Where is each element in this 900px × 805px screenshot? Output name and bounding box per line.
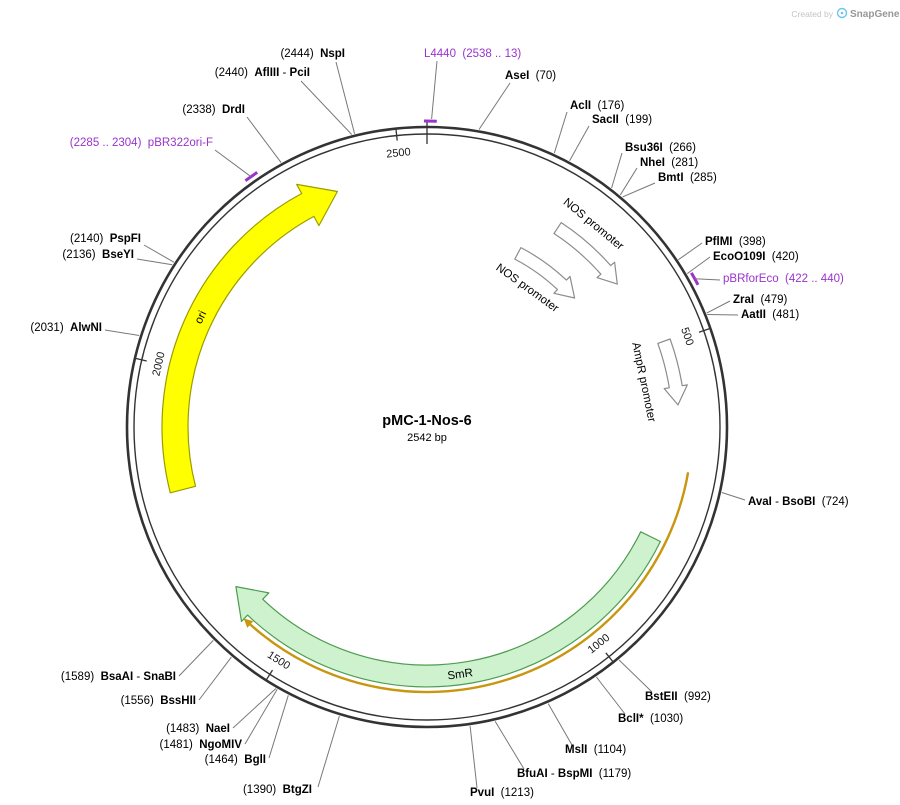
leader-NgoMIV [244,688,278,745]
site-label-PvuI[interactable]: PvuI (1213) [470,787,534,799]
feature-gold-arc[interactable] [249,472,690,694]
leader-EcoO109I [686,256,711,275]
leader-DrdI [246,116,282,163]
leader-MslI [547,703,573,746]
leader-NaeI [232,688,277,729]
site-label-BssHII[interactable]: (1556) BssHII [121,695,196,707]
leader-AvaI-BsoBI [721,492,746,501]
watermark-created-by: Created by [791,9,833,19]
leader-ZraI [706,300,731,314]
tick-label-2000: 2000 [150,351,167,378]
site-label-AatII[interactable]: AatII (481) [741,309,799,321]
tick-label-2500: 2500 [386,146,412,160]
leader-AlwNI [104,329,140,336]
leader-BssHII [198,656,232,701]
snapgene-logo-dot [840,11,844,15]
site-label-PflMI[interactable]: PflMI (398) [705,236,766,248]
watermark-brand: SnapGene [850,9,900,20]
leader-BseYI [136,258,173,266]
tick-1500 [265,669,274,681]
site-label-MslI[interactable]: MslI (1104) [565,744,626,756]
plasmid-title: pMC-1-Nos-6 [382,413,471,429]
leader-pBRforEco [694,278,721,281]
leader-BglI [268,695,289,759]
leader-BclI [596,676,626,715]
feature-label-AmpR-promoter[interactable]: AmpR promoter [629,341,657,423]
tick-2000 [134,357,147,362]
site-label-BfuAI-BspMI[interactable]: BfuAI - BspMI (1179) [517,768,631,780]
leader-L4440 [431,60,438,120]
leader-BtgZI [317,715,340,788]
site-label-NgoMIV[interactable]: (1481) NgoMIV [160,739,243,751]
site-label-AflIII-PciI[interactable]: (2440) AflIII - PciI [215,67,310,79]
site-label-BstEII[interactable]: BstEII (992) [645,691,711,703]
leader-NspI [335,61,356,134]
site-label-L4440[interactable]: L4440 (2538 .. 13) [424,48,521,60]
site-label-EcoO109I[interactable]: EcoO109I (420) [713,251,799,263]
site-label-AlwNI[interactable]: (2031) AlwNI [30,322,102,334]
feature-ori[interactable] [161,183,338,494]
plasmid-size-label: 2542 bp [407,432,447,444]
leader-SacII [569,125,590,162]
tick-2500 [395,128,398,141]
site-label-NaeI[interactable]: (1483) NaeI [166,723,230,735]
site-label-BtgZI[interactable]: (1390) BtgZI [243,784,312,796]
site-label-BclI[interactable]: BclI* (1030) [618,713,683,725]
leader-NheI [619,167,638,196]
site-label-DrdI[interactable]: (2338) DrdI [182,104,245,116]
site-label-SacII[interactable]: SacII (199) [592,114,652,126]
tick-label-500: 500 [678,326,695,347]
tick-500 [698,327,711,333]
leader-BmtI [622,182,656,198]
leader-PspFI [143,244,175,263]
leader-pBR322ori-F [214,149,252,178]
site-label-AseI[interactable]: AseI (70) [505,70,556,82]
feature-label-ori[interactable]: ori [193,309,209,326]
leader-BfuAI-BspMI [494,720,525,770]
primer-marker-pBR322ori-F[interactable] [244,171,259,182]
feature-NOS-promoter-inner[interactable] [514,247,576,299]
snapgene-logo-circle [836,7,848,19]
leader-BsaAI-SnaBI [178,640,214,677]
snapgene-logo-icon [836,7,848,19]
feature-gold-arc-arrowhead [243,618,254,628]
leader-AseI [478,82,511,130]
site-label-BseYI[interactable]: (2136) BseYI [62,249,134,261]
leader-PflMI [678,242,703,261]
leader-PvuI [469,725,478,789]
site-label-AvaI-BsoBI[interactable]: AvaI - BsoBI (724) [748,496,849,508]
tick-1000 [605,652,614,663]
feature-NOS-promoter-outer[interactable] [553,222,618,285]
site-label-BmtI[interactable]: BmtI (285) [658,172,717,184]
site-label-NspI[interactable]: (2444) NspI [280,48,345,60]
feature-AmpR-promoter[interactable] [657,338,688,406]
leader-AclI [553,111,568,154]
feature-SmR[interactable] [235,531,661,688]
leader-BstEII [618,659,653,693]
site-label-pBRforEco[interactable]: pBRforEco (422 .. 440) [723,273,844,285]
site-label-PspFI[interactable]: (2140) PspFI [70,233,141,245]
site-label-BsaAI-SnaBI[interactable]: (1589) BsaAI - SnaBI [61,671,176,683]
site-label-ZraI[interactable]: ZraI (479) [733,294,788,306]
site-label-Bsu36I[interactable]: Bsu36I (266) [625,142,696,154]
site-label-NheI[interactable]: NheI (281) [640,157,698,169]
leader-Bsu36I [611,152,623,189]
leader-AflIII-PciI [300,80,353,135]
site-label-BglI[interactable]: (1464) BglI [205,754,266,766]
leader-AatII [707,314,739,316]
site-label-AclI[interactable]: AclI (176) [570,100,625,112]
feature-label-SmR[interactable]: SmR [447,667,474,682]
site-label-pBR322ori-F[interactable]: (2285 .. 2304) pBR322ori-F [70,137,213,149]
